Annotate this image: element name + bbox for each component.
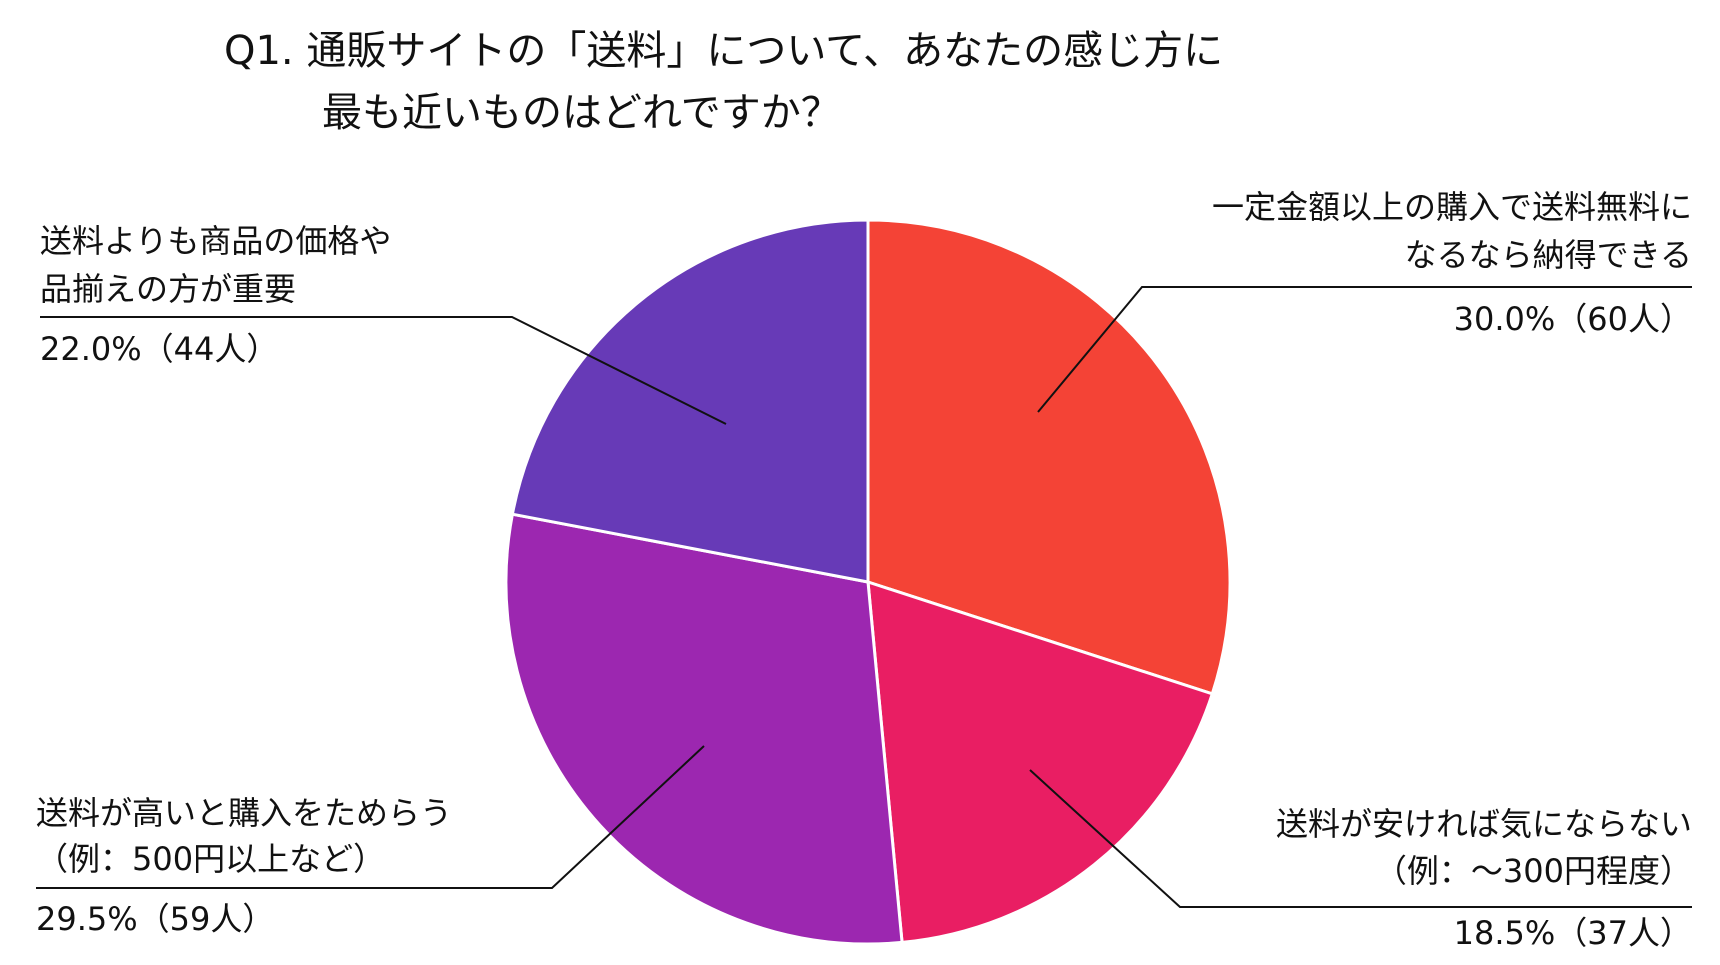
slice-label-hesitate-if-expensive-line-1: 送料が高いと購入をためらう [36, 794, 452, 832]
chart-title: Q1. 通販サイトの「送料」について、あなたの感じ方に 最も近いものはどれですか… [224, 28, 1223, 136]
slice-value-price-selection-more-important: 22.0%（44人） [40, 330, 278, 368]
pie-slice-price-selection-more-important [510, 218, 870, 584]
leader-lines [36, 286, 1692, 908]
pie-slices [504, 218, 1232, 946]
leader-cheap-shipping-ok [1029, 769, 1692, 908]
slice-value-cheap-shipping-ok: 18.5%（37人） [1454, 914, 1692, 952]
pie-slice-hesitate-if-expensive [504, 512, 904, 946]
slice-label-price-selection-more-important-line-2: 品揃えの方が重要 [40, 270, 296, 308]
chart-title-line-2: 最も近いものはどれですか？ [322, 90, 841, 136]
slice-label-price-selection-more-important-line-1: 送料よりも商品の価格や [40, 222, 391, 260]
slice-label-cheap-shipping-ok-line-1: 送料が安ければ気にならない [1276, 805, 1692, 843]
slice-label-free-above-threshold-line-1: 一定金額以上の購入で送料無料に [1212, 188, 1692, 226]
slice-value-hesitate-if-expensive: 29.5%（59人） [36, 900, 274, 938]
leader-price-selection-more-important [40, 316, 727, 425]
slice-label-free-above-threshold-line-2: なるなら納得できる [1405, 236, 1692, 274]
slice-label-hesitate-if-expensive-line-2: （例：500円以上など） [36, 840, 385, 878]
slice-value-free-above-threshold: 30.0%（60人） [1454, 300, 1692, 338]
slice-label-cheap-shipping-ok-line-2: （例：～300円程度） [1375, 852, 1692, 890]
chart-title-line-1: Q1. 通販サイトの「送料」について、あなたの感じ方に [224, 28, 1223, 74]
pie-slice-free-above-threshold [866, 218, 1232, 696]
leader-hesitate-if-expensive [36, 745, 705, 889]
leader-free-above-threshold [1037, 286, 1692, 413]
pie-slice-cheap-shipping-ok [866, 579, 1215, 945]
slice-labels: 一定金額以上の購入で送料無料に なるなら納得できる 30.0%（60人） 送料が… [36, 188, 1692, 952]
